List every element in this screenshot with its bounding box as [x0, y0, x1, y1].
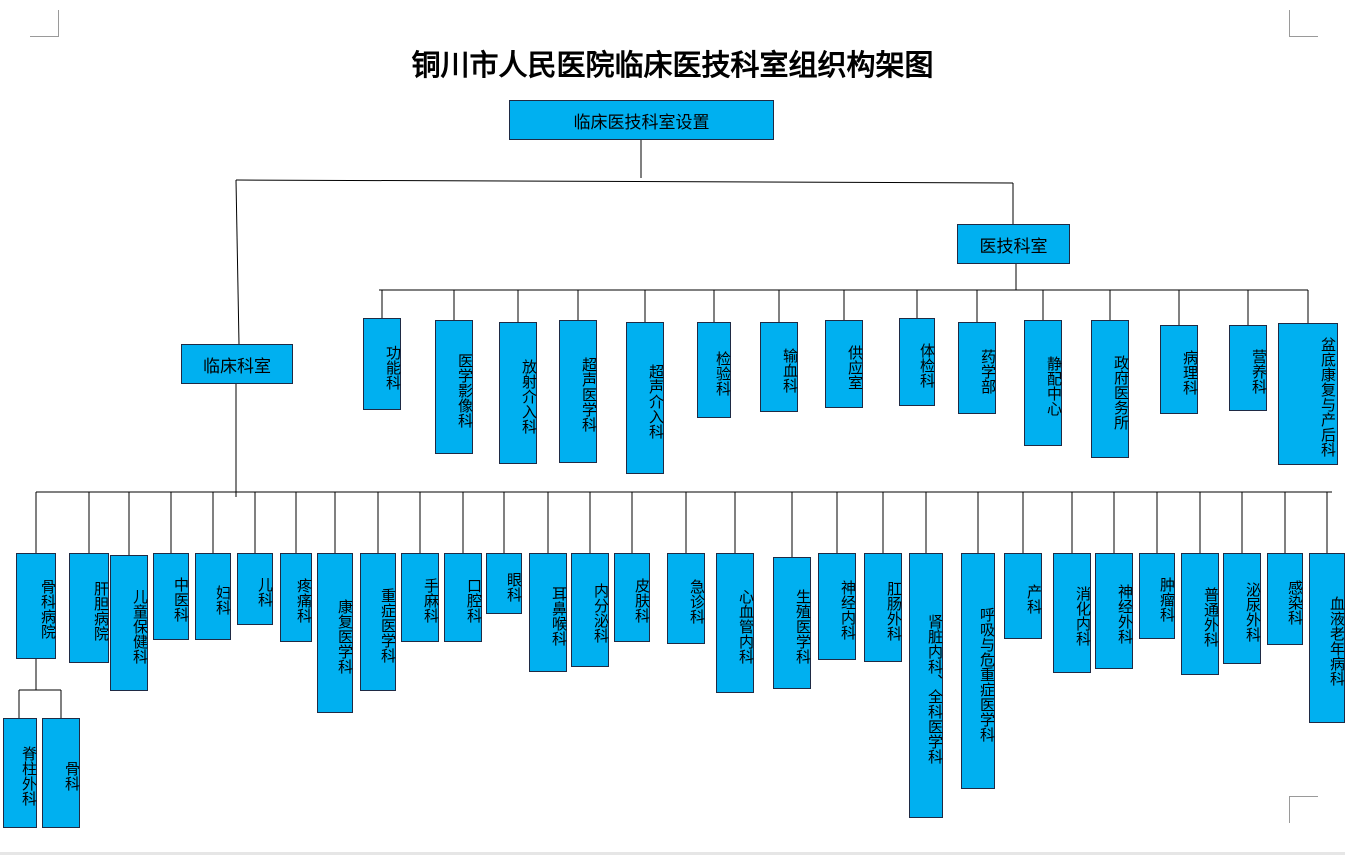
- tech-dept-node: 超声医学科: [559, 320, 598, 463]
- clinical-dept-node: 骨科病院: [16, 553, 57, 659]
- clinical-dept-node: 耳鼻喉科: [529, 553, 568, 672]
- ortho-subdept-node: 脊柱外科: [3, 718, 38, 828]
- clinical-dept-node: 康复医学科: [317, 553, 354, 713]
- clinical-dept-node: 疼痛科: [280, 553, 313, 642]
- tech-dept-node: 静配中心: [1024, 320, 1063, 446]
- clinical-dept-node: 肿瘤科: [1139, 553, 1176, 639]
- clinical-dept-node: 重症医学科: [360, 553, 397, 691]
- clinical-dept-node: 神经内科: [818, 553, 857, 660]
- tech-dept-node: 超声介入科: [626, 322, 665, 474]
- tech-dept-node: 药学部: [958, 322, 997, 414]
- clinical-dept-node: 血液老年病科: [1309, 553, 1345, 723]
- crop-mark-top-left: [30, 10, 59, 37]
- clinical-dept-node: 产科: [1004, 553, 1043, 639]
- crop-mark-top-right: [1289, 10, 1318, 37]
- tech-dept-node: 检验科: [697, 322, 732, 418]
- clinical-dept-node: 心血管内科: [716, 553, 755, 693]
- clinical-dept-node: 妇科: [195, 553, 232, 640]
- tech-dept-node: 功能科: [363, 318, 402, 410]
- clinical-dept-node: 普通外科: [1181, 553, 1220, 675]
- tech-dept-node: 盆底康复与产后科: [1278, 323, 1338, 465]
- root-bus: [235, 179, 1014, 184]
- tech-dept-node: 输血科: [760, 322, 799, 412]
- clinical-dept-node: 内分泌科: [571, 553, 610, 667]
- clinical-dept-node: 手麻科: [401, 553, 440, 642]
- ortho-subdept-node: 骨科: [42, 718, 81, 828]
- clinical-dept-node: 皮肤科: [614, 553, 651, 642]
- tech-dept-node: 供应室: [825, 320, 864, 408]
- tech-dept-node: 政府医务所: [1091, 320, 1130, 458]
- chart-title: 铜川市人民医院临床医技科室组织构架图: [411, 48, 934, 82]
- clinical-dept-node: 肾脏内科、全科医学科: [909, 553, 944, 818]
- clinical-dept-node: 神经外科: [1095, 553, 1134, 669]
- tech-dept-node: 放射介入科: [499, 322, 538, 464]
- tech-dept-node: 营养科: [1229, 325, 1268, 411]
- tech-dept-node: 体检科: [899, 318, 936, 406]
- clinical-dept-node: 肛肠外科: [864, 553, 903, 662]
- clinical-branch-stem: [235, 179, 240, 345]
- clinical-dept-node: 肝胆病院: [69, 553, 110, 663]
- tech-dept-node: 医学影像科: [435, 320, 474, 454]
- clinical-dept-node: 泌尿外科: [1223, 553, 1262, 664]
- clinical-dept-node: 消化内科: [1053, 553, 1092, 673]
- page-bottom-edge: [0, 852, 1345, 855]
- clinical-dept-node: 急诊科: [667, 553, 706, 644]
- clinical-dept-node: 呼吸与危重症医学科: [961, 553, 996, 789]
- clinical-dept-node: 儿童保健科: [110, 555, 149, 691]
- clinical-branch-node: 临床科室: [181, 344, 293, 384]
- tech-branch-node: 医技科室: [957, 224, 1070, 264]
- clinical-dept-node: 口腔科: [444, 553, 483, 642]
- tech-dept-node: 病理科: [1160, 325, 1199, 414]
- clinical-dept-node: 儿科: [237, 553, 274, 625]
- clinical-dept-node: 感染科: [1267, 553, 1304, 645]
- root-node: 临床医技科室设置: [509, 100, 774, 140]
- clinical-dept-node: 眼科: [486, 553, 523, 614]
- clinical-dept-node: 中医科: [153, 553, 190, 640]
- crop-mark-bottom-right: [1289, 796, 1318, 823]
- clinical-dept-node: 生殖医学科: [773, 557, 812, 689]
